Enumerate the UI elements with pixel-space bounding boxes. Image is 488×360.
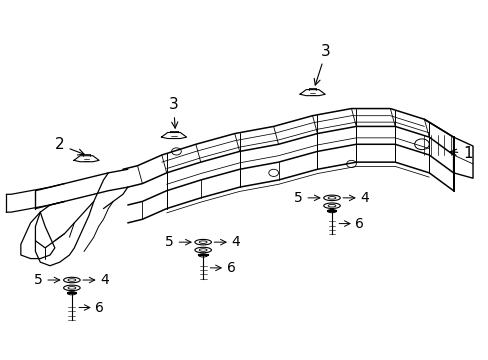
Text: 4: 4 bbox=[360, 191, 368, 205]
Text: 5: 5 bbox=[165, 235, 174, 249]
Text: 3: 3 bbox=[314, 44, 330, 85]
Text: 5: 5 bbox=[34, 273, 42, 287]
Text: 1: 1 bbox=[449, 146, 472, 161]
Text: 2: 2 bbox=[55, 138, 84, 155]
Text: 6: 6 bbox=[355, 217, 364, 231]
Text: 6: 6 bbox=[226, 261, 235, 275]
Text: 5: 5 bbox=[293, 191, 302, 205]
Text: 4: 4 bbox=[100, 273, 109, 287]
Text: 6: 6 bbox=[95, 301, 104, 315]
Text: 3: 3 bbox=[168, 97, 178, 128]
Text: 4: 4 bbox=[231, 235, 240, 249]
